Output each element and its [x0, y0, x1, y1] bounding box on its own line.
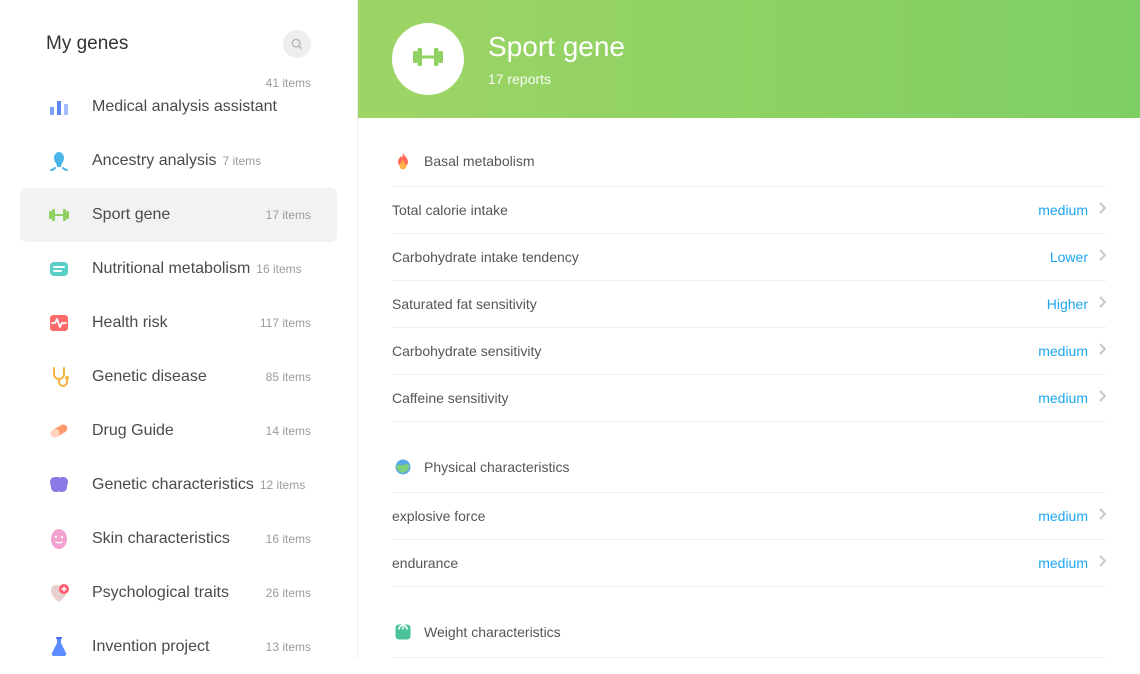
sidebar-item-count: 85 items: [266, 370, 311, 384]
sidebar-item-label: Genetic disease: [92, 368, 207, 386]
sidebar-item-label: Drug Guide: [92, 422, 174, 440]
hero-text: Sport gene 17 reports: [488, 31, 625, 87]
chevron-right-icon: [1098, 248, 1106, 266]
report-row-label: explosive force: [392, 508, 485, 524]
hero-title: Sport gene: [488, 31, 625, 63]
section-physical-characteristics: Physical characteristics explosive force m…: [392, 456, 1106, 587]
search-icon: [290, 37, 304, 51]
flame-icon: [392, 150, 414, 172]
chevron-right-icon: [1098, 554, 1106, 572]
sidebar-item-drug-guide[interactable]: Drug Guide 14 items: [20, 404, 337, 458]
sidebar-item-medical-analysis-assistant[interactable]: Medical analysis assistant41 items: [20, 80, 337, 134]
report-row-label: Saturated fat sensitivity: [392, 296, 537, 312]
sidebar-item-ancestry-analysis[interactable]: Ancestry analysis 7 items: [20, 134, 337, 188]
sidebar-item-count: 117 items: [260, 316, 311, 330]
sidebar-item-psychological-traits[interactable]: Psychological traits 26 items: [20, 566, 337, 620]
sidebar-item-count: 13 items: [266, 640, 311, 654]
brain-icon: [46, 472, 72, 498]
section-title: Weight characteristics: [424, 624, 561, 640]
report-row-label: Carbohydrate sensitivity: [392, 343, 541, 359]
sidebar-item-skin-characteristics[interactable]: Skin characteristics 16 items: [20, 512, 337, 566]
sidebar-item-count: 12 items: [260, 478, 305, 492]
report-row[interactable]: Carbohydrate intake tendency Lower: [392, 234, 1106, 281]
sidebar: My genes Medical analysis assistant41 it…: [0, 0, 358, 659]
sidebar-item-label: Skin characteristics: [92, 530, 230, 548]
sidebar-item-count: 17 items: [266, 208, 311, 222]
heart-monitor-icon: [46, 310, 72, 336]
hero-subtitle: 17 reports: [488, 71, 625, 87]
report-row-value: medium: [1038, 555, 1088, 571]
bar-chart-icon: [46, 94, 72, 120]
report-row-value: medium: [1038, 508, 1088, 524]
nutrition-icon: [46, 256, 72, 282]
chevron-right-icon: [1098, 507, 1106, 525]
section-weight-characteristics: Weight characteristics: [392, 621, 1106, 658]
hero-icon-circle: [392, 23, 464, 95]
sidebar-item-count: 16 items: [266, 532, 311, 546]
sidebar-item-invention-project[interactable]: Invention project 13 items: [20, 620, 337, 674]
sidebar-item-genetic-disease[interactable]: Genetic disease 85 items: [20, 350, 337, 404]
report-row-value: medium: [1038, 343, 1088, 359]
section-header: Weight characteristics: [392, 621, 1106, 658]
report-row-value: medium: [1038, 202, 1088, 218]
content-area: Basal metabolism Total calorie intake medi…: [358, 118, 1140, 659]
report-row[interactable]: Caffeine sensitivity medium: [392, 375, 1106, 422]
report-row-value: medium: [1038, 390, 1088, 406]
sidebar-item-label: Nutritional metabolism: [92, 260, 250, 278]
section-title: Physical characteristics: [424, 459, 570, 475]
chevron-right-icon: [1098, 342, 1106, 360]
dumbbell-icon: [46, 202, 72, 228]
section-header: Basal metabolism: [392, 150, 1106, 187]
chevron-right-icon: [1098, 201, 1106, 219]
globe-icon: [392, 456, 414, 478]
sidebar-header: My genes: [0, 30, 357, 80]
report-row[interactable]: Total calorie intake medium: [392, 187, 1106, 234]
sidebar-item-label: Genetic characteristics: [92, 476, 254, 494]
face-mask-icon: [46, 526, 72, 552]
sidebar-item-genetic-characteristics[interactable]: Genetic characteristics 12 items: [20, 458, 337, 512]
report-row-label: endurance: [392, 555, 458, 571]
scale-icon: [392, 621, 414, 643]
sidebar-item-label: Ancestry analysis: [92, 152, 217, 170]
sidebar-item-label: Health risk: [92, 314, 168, 332]
report-row[interactable]: Saturated fat sensitivity Higher: [392, 281, 1106, 328]
report-row-label: Total calorie intake: [392, 202, 508, 218]
sidebar-nav: Medical analysis assistant41 itemsAncest…: [0, 80, 357, 674]
report-row[interactable]: explosive force medium: [392, 493, 1106, 540]
sidebar-item-label: Sport gene: [92, 206, 170, 224]
sidebar-item-count: 16 items: [256, 262, 301, 276]
sidebar-item-count: 14 items: [266, 424, 311, 438]
sidebar-item-label: Medical analysis assistant: [92, 98, 277, 116]
main: Sport gene 17 reports Basal metabolism To…: [358, 0, 1140, 659]
sidebar-item-count: 7 items: [223, 154, 262, 168]
heart-plus-icon: [46, 580, 72, 606]
sidebar-item-sport-gene[interactable]: Sport gene 17 items: [20, 188, 337, 242]
report-row-label: Caffeine sensitivity: [392, 390, 508, 406]
chevron-right-icon: [1098, 389, 1106, 407]
report-row-label: Carbohydrate intake tendency: [392, 249, 579, 265]
ancestry-icon: [46, 148, 72, 174]
search-button[interactable]: [283, 30, 311, 58]
report-row[interactable]: endurance medium: [392, 540, 1106, 587]
section-header: Physical characteristics: [392, 456, 1106, 493]
sidebar-item-label: Invention project: [92, 638, 209, 656]
stethoscope-icon: [46, 364, 72, 390]
sidebar-item-count: 26 items: [266, 586, 311, 600]
sidebar-item-count: 41 items: [266, 76, 311, 90]
section-title: Basal metabolism: [424, 153, 535, 169]
sidebar-title: My genes: [46, 33, 128, 55]
section-basal-metabolism: Basal metabolism Total calorie intake medi…: [392, 150, 1106, 422]
report-row-value: Higher: [1047, 296, 1088, 312]
report-row[interactable]: Carbohydrate sensitivity medium: [392, 328, 1106, 375]
hero-banner: Sport gene 17 reports: [358, 0, 1140, 118]
flask-icon: [46, 634, 72, 660]
sidebar-item-health-risk[interactable]: Health risk 117 items: [20, 296, 337, 350]
sidebar-item-label: Psychological traits: [92, 584, 229, 602]
report-row-value: Lower: [1050, 249, 1088, 265]
chevron-right-icon: [1098, 295, 1106, 313]
dumbbell-icon: [410, 39, 446, 80]
pill-icon: [46, 418, 72, 444]
sidebar-item-nutritional-metabolism[interactable]: Nutritional metabolism 16 items: [20, 242, 337, 296]
